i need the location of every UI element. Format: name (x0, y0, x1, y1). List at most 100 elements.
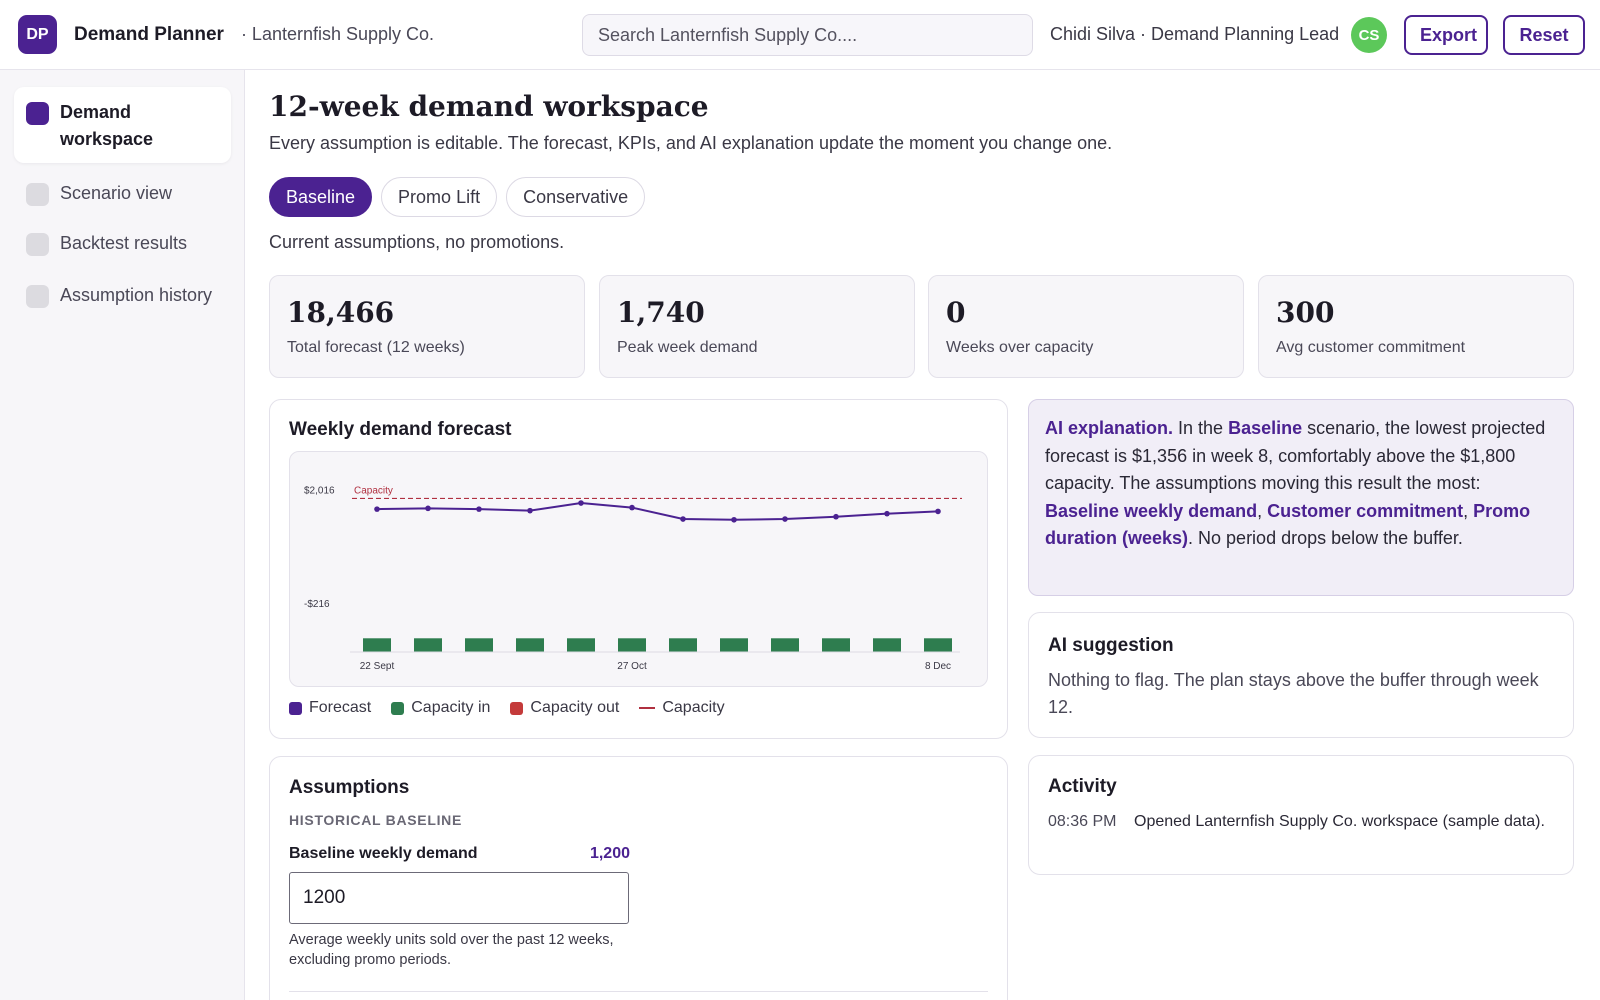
ai-suggestion-text: Nothing to flag. The plan stays above th… (1048, 670, 1539, 717)
x-tick-label: 22 Sept (360, 661, 395, 672)
baseline-demand-input[interactable] (289, 872, 629, 924)
page-subtitle: Every assumption is editable. The foreca… (269, 133, 1113, 153)
app-logo: DP (18, 15, 57, 54)
activity-item: 08:36 PM Opened Lanternfish Supply Co. w… (1048, 810, 1554, 834)
ai-suggestion-card: AI suggestion Nothing to flag. The plan … (1028, 612, 1574, 738)
capacity-in-bar (669, 638, 697, 652)
sidebar-item-label: Backtest results (60, 233, 188, 253)
chart-legend: Forecast Capacity in Capacity out Capaci… (289, 699, 725, 717)
scenario-description: Current assumptions, no promotions. (269, 232, 565, 252)
sidebar-item-label: Scenario view (60, 183, 173, 203)
assumptions-title: Assumptions (289, 777, 410, 798)
scenario-tabs: Baseline Promo Lift Conservative (269, 177, 646, 217)
baseline-demand-display: 1,200 (589, 845, 630, 862)
legend-label: Capacity (662, 699, 725, 716)
forecast-point (476, 506, 482, 512)
forecast-point (527, 507, 533, 514)
capacity-in-bar (618, 638, 646, 652)
reset-button[interactable]: Reset (1503, 15, 1585, 55)
legend-label: Forecast (309, 699, 372, 716)
forecast-point (884, 510, 890, 517)
kpi-label: Peak week demand (617, 339, 758, 356)
tab-baseline[interactable]: Baseline (269, 177, 373, 217)
forecast-line (376, 502, 939, 521)
sidebar-item-scenario-view[interactable]: Scenario view (14, 168, 231, 219)
kpi-label: Total forecast (12 weeks) (287, 339, 465, 356)
capacity-label: Capacity (354, 485, 393, 496)
legend-capacity: Capacity (639, 699, 725, 717)
forecast-point (782, 516, 788, 522)
ai-explanation-card: AI explanation. In the Baseline scenario… (1028, 399, 1574, 596)
field-help-text: Average weekly units sold over the past … (289, 932, 614, 968)
kpi-label: Avg customer commitment (1276, 339, 1466, 356)
capacity-in-bar (414, 638, 442, 652)
kpi-value: 0 (946, 296, 966, 329)
activity-text: Opened Lanternfish Supply Co. workspace … (1134, 813, 1545, 830)
sidebar-item-assumption-history[interactable]: Assumption history (14, 270, 231, 321)
capacity-in-bar (822, 638, 850, 652)
page-title: 12-week demand workspace (269, 90, 709, 123)
capacity-in-bar (567, 638, 595, 652)
sidebar-item-demand-workspace[interactable]: Demand workspace (14, 87, 231, 163)
user-name: Chidi Silva · Demand Planning Lead (1050, 24, 1340, 44)
divider (289, 991, 988, 992)
ai-text: scenario, the lowest projected forecast … (1045, 418, 1546, 493)
ai-text: . No period drops below the buffer. (1188, 528, 1463, 548)
x-tick-label: 8 Dec (925, 661, 951, 672)
sidebar-item-label: Demand workspace (60, 102, 154, 149)
kpi-peak-week: 1,740 Peak week demand (599, 275, 915, 378)
kpi-total-forecast: 18,466 Total forecast (12 weeks) (269, 275, 585, 378)
capacity-in-bar (465, 638, 493, 652)
capacity-in-bar (720, 638, 748, 652)
sidebar: Demand workspace Scenario view Backtest … (0, 70, 245, 1000)
x-tick-label: 27 Oct (617, 661, 647, 672)
baseline-demand-label: Baseline weekly demand (289, 845, 478, 862)
kpi-value: 18,466 (287, 296, 395, 329)
legend-capacity-in: Capacity in (391, 699, 490, 717)
ai-text: , (1257, 500, 1268, 521)
section-label: HISTORICAL BASELINE (289, 812, 463, 828)
forecast-point (629, 504, 635, 511)
ai-explanation-lead: AI explanation. (1045, 418, 1174, 438)
search-input[interactable] (582, 14, 1033, 56)
ai-driver: Promo duration (weeks) (1045, 500, 1531, 549)
forecast-point (935, 508, 941, 515)
capacity-in-bar (363, 638, 391, 652)
forecast-point (374, 506, 380, 512)
legend-swatch (289, 701, 302, 715)
forecast-point (425, 505, 431, 512)
export-button[interactable]: Export (1404, 15, 1488, 55)
kpi-weeks-over-capacity: 0 Weeks over capacity (928, 275, 1244, 378)
legend-capacity-out: Capacity out (510, 699, 619, 717)
capacity-in-bar (771, 638, 799, 652)
forecast-point (578, 500, 584, 506)
kpi-value: 300 (1276, 296, 1335, 329)
ai-suggestion-title: AI suggestion (1048, 635, 1174, 656)
chart-title: Weekly demand forecast (289, 419, 512, 440)
tab-conservative[interactable]: Conservative (506, 177, 646, 217)
y-tick-label: -$216 (304, 599, 330, 610)
forecast-point (731, 516, 737, 523)
chart-area: Capacity $2,016 -$216 22 Sept 27 Oct 8 Dec (289, 451, 988, 687)
legend-line-swatch (639, 707, 656, 709)
forecast-chart: Capacity $2,016 -$216 22 Sept 27 Oct 8 Dec (304, 485, 962, 672)
forecast-point (680, 516, 686, 522)
sidebar-item-label: Assumption history (60, 285, 213, 305)
tab-promo-lift[interactable]: Promo Lift (381, 177, 498, 217)
nav-square-icon (26, 285, 49, 308)
nav-square-icon (26, 183, 49, 206)
org-name: · Lanternfish Supply Co. (240, 24, 435, 44)
activity-title: Activity (1048, 776, 1117, 797)
forecast-chart-card: Weekly demand forecast Capacity $2,016 -$2… (269, 399, 1008, 739)
legend-label: Capacity in (411, 699, 491, 716)
assumptions-card: Assumptions HISTORICAL BASELINE Baseline… (269, 756, 1008, 1000)
capacity-in-bar (873, 638, 901, 652)
activity-card: Activity 08:36 PM Opened Lanternfish Sup… (1028, 755, 1574, 875)
nav-square-icon (26, 102, 49, 125)
avatar[interactable]: CS (1351, 17, 1387, 53)
sidebar-item-backtest-results[interactable]: Backtest results (14, 218, 231, 269)
ai-driver: Baseline weekly demand (1045, 500, 1258, 521)
ai-text: In the (1173, 418, 1229, 438)
top-header: DP Demand Planner · Lanternfish Supply C… (0, 0, 1600, 70)
app-title: Demand Planner (74, 23, 224, 45)
